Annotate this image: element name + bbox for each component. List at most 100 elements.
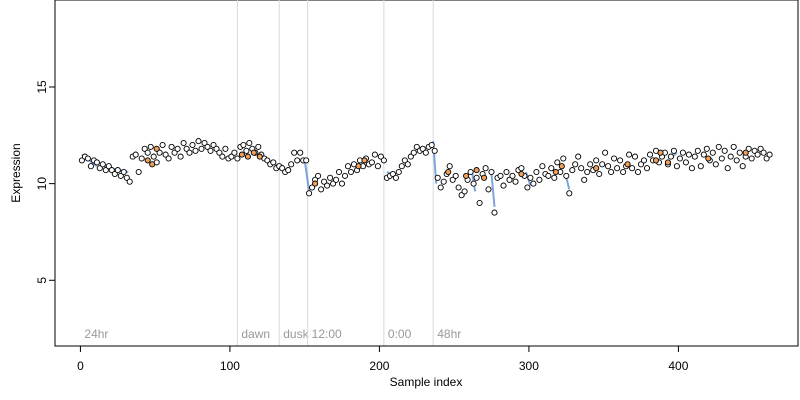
data-point [255, 143, 262, 150]
data-point [102, 167, 109, 174]
data-point [646, 151, 654, 158]
data-point [608, 168, 615, 176]
data-point [183, 145, 190, 152]
highlighted-point [664, 159, 671, 166]
data-point [156, 149, 163, 156]
x-tick-label: 400 [668, 359, 688, 373]
data-point [730, 143, 737, 150]
data-point [548, 165, 555, 172]
data-point [626, 151, 633, 158]
data-point [180, 139, 187, 147]
data-point [497, 172, 504, 179]
data-point [219, 153, 226, 160]
data-point [186, 149, 193, 156]
data-point [581, 176, 588, 183]
data-point [679, 149, 686, 156]
data-point [327, 174, 334, 181]
data-point [470, 180, 477, 187]
highlighted-point [705, 155, 712, 162]
data-point [491, 209, 498, 216]
data-point [395, 168, 402, 176]
data-point [297, 149, 304, 156]
highlighted-point [153, 145, 160, 152]
highlighted-point [463, 172, 470, 179]
data-point [682, 159, 689, 166]
data-point [757, 145, 764, 152]
data-point [524, 184, 531, 191]
data-point [93, 159, 100, 166]
data-point [264, 157, 271, 164]
segment-lines: 24hr dawn dusk 12:00 0:00 48hr [84, 0, 461, 346]
data-point [691, 153, 698, 160]
highlighted-point [518, 170, 525, 178]
data-point [745, 145, 752, 152]
data-point [572, 161, 579, 168]
data-point [536, 176, 543, 183]
data-point [228, 153, 235, 160]
data-point [461, 188, 468, 195]
data-point [539, 163, 546, 170]
data-point [174, 145, 181, 152]
data-point [667, 153, 674, 160]
data-point [554, 159, 561, 166]
axes: 0 100 200 300 400 5 10 15 [35, 80, 689, 373]
data-point [165, 155, 172, 162]
data-point [500, 182, 507, 189]
data-point [201, 139, 208, 147]
data-point [222, 145, 229, 152]
highlighted-point [593, 165, 600, 172]
highlighted-point [312, 180, 319, 187]
highlighted-point [238, 151, 245, 158]
data-point [321, 178, 328, 185]
segment-label: 12:00 [312, 327, 342, 341]
highlighted-point [149, 161, 156, 168]
data-point [392, 174, 399, 181]
data-point [126, 178, 133, 185]
data-point [240, 141, 247, 149]
data-point [422, 149, 429, 156]
data-point [763, 155, 770, 162]
data-point [318, 186, 325, 193]
data-point [766, 151, 773, 158]
data-point [718, 155, 725, 162]
data-point [407, 153, 414, 160]
data-point [371, 151, 378, 158]
data-point [347, 168, 355, 176]
data-point [634, 168, 642, 176]
data-point [629, 165, 636, 172]
data-point [670, 147, 677, 154]
highlighted-point [624, 161, 631, 168]
data-point [335, 168, 343, 176]
data-point [697, 163, 704, 170]
data-point [204, 143, 211, 150]
data-point [132, 151, 139, 158]
segment-label: 48hr [437, 327, 461, 341]
data-point [533, 168, 540, 176]
data-points [78, 138, 773, 216]
highlighted-point [250, 149, 257, 156]
data-point [593, 157, 600, 164]
data-point [637, 161, 645, 168]
data-point [431, 147, 438, 154]
data-point [545, 172, 552, 179]
data-point [754, 151, 761, 158]
data-point [114, 167, 121, 174]
data-point [530, 180, 537, 187]
data-point [631, 153, 639, 160]
highlighted-point [355, 163, 362, 170]
data-point [401, 157, 408, 164]
data-point [398, 163, 405, 170]
data-point [452, 172, 459, 179]
data-point [563, 172, 570, 179]
highlighted-point [558, 163, 565, 170]
data-point [213, 145, 220, 152]
highlighted-point [552, 168, 559, 176]
data-point [368, 159, 375, 166]
data-point [503, 168, 510, 176]
x-tick-label: 100 [220, 359, 240, 373]
data-point [676, 155, 683, 162]
data-point [171, 149, 178, 156]
data-point [374, 163, 381, 170]
data-point [338, 180, 346, 187]
data-point [303, 157, 310, 164]
